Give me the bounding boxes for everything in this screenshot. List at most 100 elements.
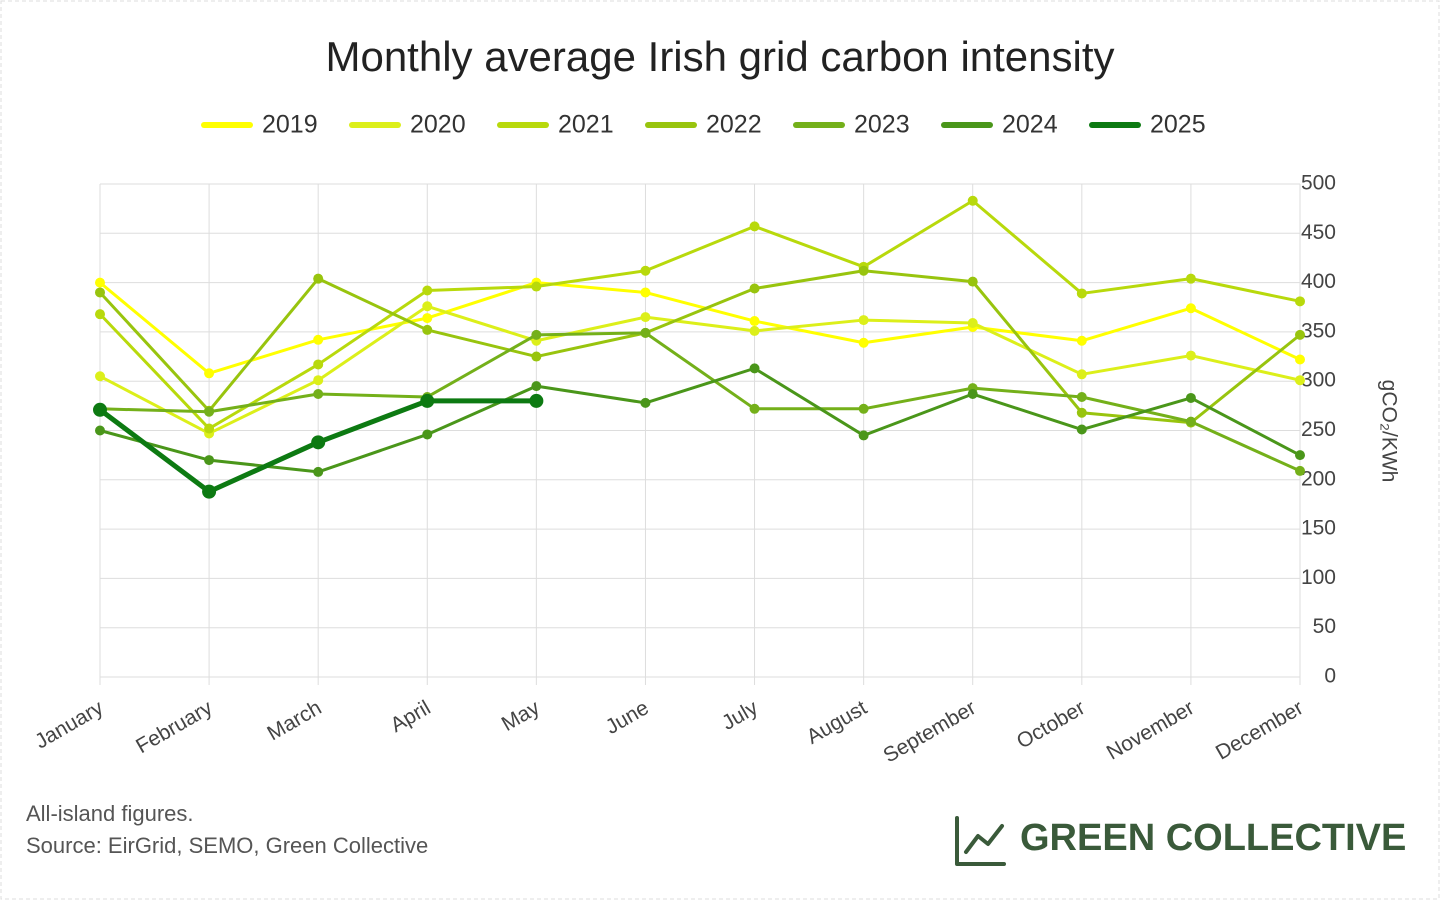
y-tick-label: 100 bbox=[1301, 566, 1336, 589]
point bbox=[1295, 354, 1305, 365]
point bbox=[640, 265, 651, 276]
y-tick-label: 150 bbox=[1301, 517, 1336, 540]
point bbox=[531, 329, 542, 340]
x-tick-label: September bbox=[880, 696, 980, 767]
x-tick-label: February bbox=[132, 696, 217, 758]
series bbox=[95, 327, 1305, 476]
point bbox=[422, 301, 433, 312]
point bbox=[313, 389, 324, 400]
point bbox=[1185, 303, 1196, 314]
y-tick-label: 250 bbox=[1301, 418, 1336, 441]
line bbox=[98, 199, 1301, 431]
y-tick-label: 0 bbox=[1324, 665, 1336, 688]
x-tick-label: August bbox=[803, 696, 871, 749]
y-axis-label: gCO₂/KWh bbox=[1377, 380, 1400, 483]
line bbox=[99, 366, 1301, 474]
note: All-island figures. bbox=[26, 801, 194, 826]
x-tick-label: April bbox=[387, 696, 435, 737]
point bbox=[313, 273, 324, 284]
point bbox=[858, 403, 869, 414]
x-tick-label: October bbox=[1013, 696, 1089, 753]
y-tick-label: 350 bbox=[1301, 319, 1336, 342]
legend-label: 2020 bbox=[410, 111, 466, 139]
point bbox=[313, 359, 324, 370]
point bbox=[422, 324, 433, 335]
legend-label: 2021 bbox=[558, 111, 614, 139]
point bbox=[95, 277, 105, 288]
point bbox=[422, 429, 433, 440]
legend-label: 2025 bbox=[1150, 111, 1206, 139]
y-tick-label: 450 bbox=[1301, 221, 1336, 244]
point bbox=[313, 375, 324, 386]
series bbox=[95, 195, 1305, 434]
point bbox=[640, 397, 651, 408]
point bbox=[1185, 392, 1196, 403]
point bbox=[858, 265, 869, 276]
point bbox=[1076, 369, 1087, 380]
legend-label: 2022 bbox=[706, 111, 762, 139]
point bbox=[1185, 416, 1196, 427]
point bbox=[858, 315, 869, 326]
point bbox=[749, 221, 760, 232]
point bbox=[204, 423, 215, 434]
x-tick-label: December bbox=[1212, 696, 1307, 764]
point bbox=[749, 363, 760, 374]
point bbox=[749, 403, 760, 414]
point bbox=[640, 327, 651, 338]
line bbox=[98, 269, 1301, 425]
line bbox=[99, 331, 1301, 473]
brand: GREEN COLLECTIVE bbox=[1020, 817, 1406, 859]
point bbox=[1076, 288, 1087, 299]
point bbox=[422, 313, 433, 324]
y-tick-label: 500 bbox=[1301, 172, 1336, 195]
note: Source: EirGrid, SEMO, Green Collective bbox=[26, 833, 428, 858]
x-tick-label: November bbox=[1103, 696, 1198, 764]
point bbox=[1076, 335, 1087, 346]
point bbox=[1295, 296, 1305, 307]
point bbox=[967, 195, 978, 206]
x-tick-label: March bbox=[263, 696, 325, 745]
point bbox=[1295, 375, 1305, 386]
point bbox=[204, 406, 215, 417]
point bbox=[640, 287, 651, 298]
chart-title: Monthly average Irish grid carbon intens… bbox=[325, 33, 1114, 80]
point bbox=[640, 312, 651, 323]
point bbox=[749, 283, 760, 294]
point bbox=[422, 285, 433, 296]
point bbox=[1295, 329, 1305, 340]
point bbox=[1295, 450, 1305, 461]
point bbox=[967, 276, 978, 287]
legend-label: 2019 bbox=[262, 111, 318, 139]
point bbox=[204, 455, 215, 466]
y-tick-label: 400 bbox=[1301, 270, 1336, 293]
series bbox=[93, 393, 544, 499]
point bbox=[749, 325, 760, 336]
point bbox=[858, 337, 869, 348]
point bbox=[531, 281, 542, 292]
point bbox=[202, 484, 217, 499]
point bbox=[531, 351, 542, 362]
series bbox=[95, 265, 1305, 428]
legend-label: 2023 bbox=[854, 111, 910, 139]
point bbox=[313, 334, 324, 345]
point bbox=[749, 316, 760, 327]
point bbox=[311, 435, 326, 450]
legend-label: 2024 bbox=[1002, 111, 1058, 139]
brand-icon bbox=[955, 816, 1006, 866]
point bbox=[1076, 391, 1087, 402]
point bbox=[95, 425, 105, 436]
point bbox=[95, 371, 105, 382]
point bbox=[313, 466, 324, 477]
point bbox=[95, 287, 105, 298]
line bbox=[99, 281, 1301, 375]
series bbox=[95, 363, 1305, 477]
point bbox=[1185, 273, 1196, 284]
line bbox=[99, 304, 1301, 435]
point bbox=[967, 318, 978, 329]
point bbox=[1295, 465, 1305, 476]
x-tick-label: July bbox=[718, 696, 762, 735]
point bbox=[967, 389, 978, 400]
point bbox=[531, 381, 542, 392]
